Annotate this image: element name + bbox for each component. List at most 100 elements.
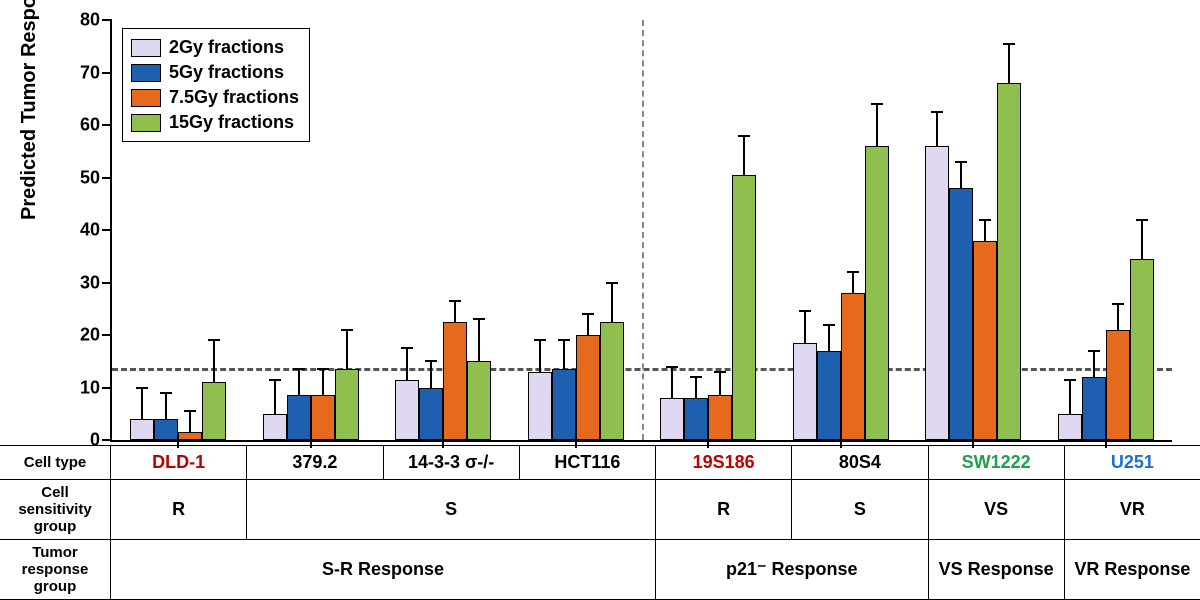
y-tick-label: 50 — [80, 167, 100, 188]
y-tick — [102, 439, 112, 441]
error-bar — [611, 283, 613, 322]
bar — [973, 241, 997, 441]
error-bar — [828, 325, 830, 351]
y-tick — [102, 124, 112, 126]
error-bar — [1008, 44, 1010, 83]
cell-type-cell: 379.2 — [246, 446, 382, 479]
error-bar-cap — [847, 271, 859, 273]
cell-type-cell: HCT116 — [519, 446, 655, 479]
cell-type-cell: DLD-1 — [110, 446, 246, 479]
error-bar — [539, 340, 541, 372]
error-bar — [430, 361, 432, 387]
error-bar — [1069, 380, 1071, 414]
error-bar — [876, 104, 878, 146]
cell-type-cell: 80S4 — [791, 446, 927, 479]
bar — [949, 188, 973, 440]
error-bar — [743, 136, 745, 175]
bar — [684, 398, 708, 440]
error-bar-cap — [341, 329, 353, 331]
table-row: Cell sensitivity groupRSRSVSVR — [0, 479, 1200, 539]
error-bar — [563, 340, 565, 369]
plot-area: 2Gy fractions5Gy fractions7.5Gy fraction… — [110, 20, 1172, 442]
table-cell: p21⁻ Response — [655, 540, 928, 599]
bar — [552, 369, 576, 440]
error-bar — [804, 311, 806, 343]
bar — [660, 398, 684, 440]
error-bar-cap — [160, 392, 172, 394]
error-bar-cap — [425, 360, 437, 362]
bar — [925, 146, 949, 440]
table-cell: VS — [928, 480, 1064, 539]
y-tick — [102, 177, 112, 179]
y-tick — [102, 19, 112, 21]
error-bar — [189, 411, 191, 432]
error-bar — [213, 340, 215, 382]
error-bar — [1141, 220, 1143, 259]
bar — [202, 382, 226, 440]
bar — [708, 395, 732, 440]
error-bar-cap — [714, 371, 726, 373]
bar — [335, 369, 359, 440]
bar — [395, 380, 419, 440]
y-tick — [102, 229, 112, 231]
error-bar — [298, 369, 300, 395]
error-bar — [984, 220, 986, 241]
row-header-cell: Tumor response group — [0, 540, 110, 599]
error-bar — [454, 301, 456, 322]
table-cell: R — [110, 480, 246, 539]
error-bar-cap — [1136, 219, 1148, 221]
legend-label: 15Gy fractions — [169, 112, 294, 133]
error-bar-cap — [1112, 303, 1124, 305]
legend-item: 5Gy fractions — [131, 60, 299, 85]
y-tick — [102, 72, 112, 74]
group-separator-dashed — [642, 20, 644, 440]
error-bar-cap — [317, 368, 329, 370]
bar — [1130, 259, 1154, 440]
y-tick-label: 20 — [80, 325, 100, 346]
error-bar — [671, 367, 673, 399]
error-bar-cap — [208, 339, 220, 341]
table-cell: R — [655, 480, 791, 539]
bar — [154, 419, 178, 440]
y-tick — [102, 282, 112, 284]
bar — [419, 388, 443, 441]
bar — [1106, 330, 1130, 440]
error-bar-cap — [473, 318, 485, 320]
table-row: Cell typeDLD-1379.214-3-3 σ-/-HCT11619S1… — [0, 445, 1200, 479]
error-bar — [960, 162, 962, 188]
table-cell: VS Response — [928, 540, 1064, 599]
error-bar — [587, 314, 589, 335]
y-tick-label: 40 — [80, 220, 100, 241]
error-bar-cap — [1088, 350, 1100, 352]
cell-type-cell: U251 — [1064, 446, 1200, 479]
bar — [576, 335, 600, 440]
legend-swatch — [131, 114, 161, 132]
bar — [130, 419, 154, 440]
error-bar-cap — [931, 111, 943, 113]
bar — [732, 175, 756, 440]
error-bar-cap — [690, 376, 702, 378]
error-bar-cap — [979, 219, 991, 221]
legend-swatch — [131, 89, 161, 107]
error-bar — [165, 393, 167, 419]
table-cell: VR — [1064, 480, 1200, 539]
error-bar — [478, 319, 480, 361]
error-bar — [322, 369, 324, 395]
error-bar-cap — [1003, 43, 1015, 45]
error-bar-cap — [269, 379, 281, 381]
error-bar — [1117, 304, 1119, 330]
error-bar-cap — [558, 339, 570, 341]
bar — [263, 414, 287, 440]
error-bar — [141, 388, 143, 420]
bar — [817, 351, 841, 440]
error-bar-cap — [823, 324, 835, 326]
error-bar — [406, 348, 408, 380]
cell-type-cell: 14-3-3 σ-/- — [383, 446, 519, 479]
y-tick-label: 70 — [80, 62, 100, 83]
error-bar — [719, 372, 721, 396]
bar — [528, 372, 552, 440]
legend-item: 7.5Gy fractions — [131, 85, 299, 110]
table-cell: S — [791, 480, 927, 539]
y-tick-label: 10 — [80, 377, 100, 398]
cell-type-cell: SW1222 — [928, 446, 1064, 479]
